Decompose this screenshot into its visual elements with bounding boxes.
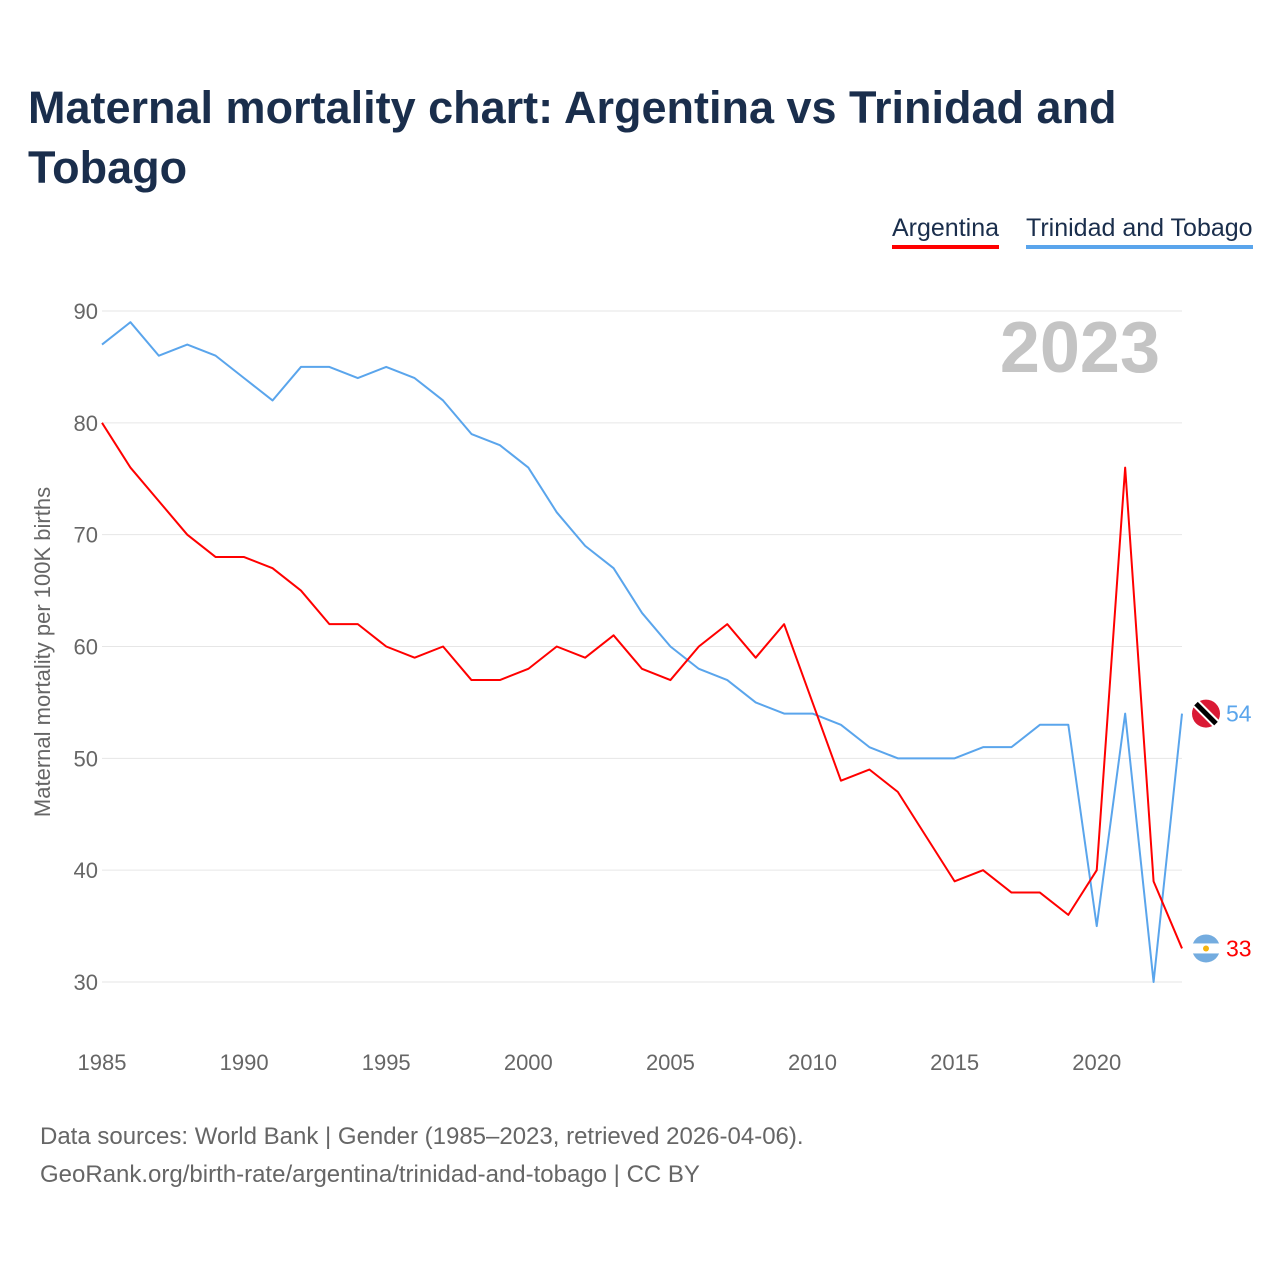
end-value-label: 54 [1226, 701, 1252, 727]
y-tick-label: 40 [74, 858, 98, 883]
source-line-2[interactable]: GeoRank.org/birth-rate/argentina/trinida… [40, 1161, 700, 1188]
x-tick-label: 2010 [788, 1050, 837, 1075]
year-watermark: 2023 [1000, 308, 1160, 388]
end-value-label: 33 [1226, 935, 1252, 961]
y-tick-label: 30 [74, 970, 98, 995]
legend-argentina[interactable]: Argentina [892, 214, 1000, 249]
series-line-trinidad-and-tobago [101, 321, 1183, 983]
source-note: Data sources: World Bank | Gender (1985–… [40, 1118, 804, 1194]
x-tick-label: 2020 [1072, 1050, 1121, 1075]
y-tick-label: 60 [74, 635, 98, 660]
x-tick-label: 2000 [504, 1050, 553, 1075]
source-line-1: Data sources: World Bank | Gender (1985–… [40, 1123, 804, 1150]
x-tick-label: 1985 [78, 1050, 127, 1075]
y-axis-label: Maternal mortality per 100K births [30, 487, 55, 817]
series-line-argentina [101, 422, 1183, 949]
trinidad-flag-band [1194, 701, 1218, 726]
argentina-flag-sun [1203, 945, 1209, 952]
legend-trinidad-and-tobago[interactable]: Trinidad and Tobago [1026, 214, 1253, 249]
y-tick-label: 50 [74, 746, 98, 771]
y-tick-label: 90 [74, 299, 98, 324]
y-tick-label: 70 [74, 523, 98, 548]
x-tick-label: 2005 [646, 1050, 695, 1075]
x-tick-label: 1990 [220, 1050, 269, 1075]
y-tick-label: 80 [74, 411, 98, 436]
chart-title: Maternal mortality chart: Argentina vs T… [28, 82, 1117, 193]
x-tick-label: 1995 [362, 1050, 411, 1075]
x-tick-label: 2015 [930, 1050, 979, 1075]
